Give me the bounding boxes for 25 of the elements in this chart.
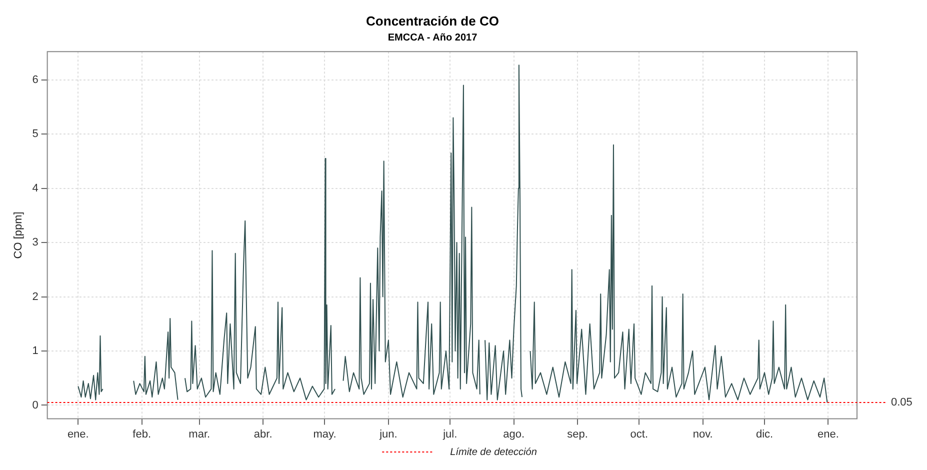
y-tick-label: 5 bbox=[32, 128, 38, 140]
x-tick-label: abr. bbox=[254, 428, 272, 440]
text: 0.05 bbox=[891, 396, 912, 409]
legend-label: Límite de detección bbox=[450, 446, 538, 458]
y-tick-label: 1 bbox=[32, 345, 38, 358]
y-tick-label: 4 bbox=[32, 182, 38, 194]
x-tick-label: may. bbox=[313, 428, 336, 440]
y-axis-title: CO [ppm] bbox=[12, 212, 25, 259]
y-tick-label: 6 bbox=[32, 74, 38, 86]
chart-title: Concentración de CO bbox=[366, 13, 499, 28]
x-tick-label: jul. bbox=[442, 428, 458, 440]
x-tick-label: nov. bbox=[692, 428, 713, 440]
x-tick-label: oct. bbox=[630, 428, 648, 440]
x-tick-label: feb. bbox=[132, 428, 152, 440]
chart-subtitle: EMCCA - Año 2017 bbox=[388, 32, 478, 44]
x-tick-label: dic. bbox=[756, 428, 774, 440]
y-tick-label: 3 bbox=[32, 236, 38, 249]
x-tick-label: sep. bbox=[567, 428, 588, 440]
x-tick-label: ago. bbox=[503, 428, 525, 440]
x-tick-label: mar. bbox=[188, 428, 210, 440]
x-tick-label: ene. bbox=[67, 428, 89, 440]
y-tick-label: 2 bbox=[32, 290, 38, 303]
y-tick-label: 0 bbox=[32, 399, 38, 412]
x-tick-label: ene. bbox=[818, 428, 839, 440]
x-tick-label: jun. bbox=[378, 428, 398, 440]
